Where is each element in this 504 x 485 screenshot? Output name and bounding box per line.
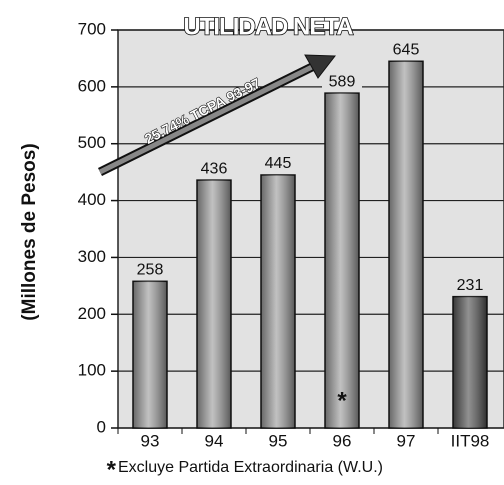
bar-shade [133, 281, 167, 428]
plot-area [117, 29, 504, 429]
bar-shade [325, 93, 359, 429]
x-tick-label: 97 [397, 431, 416, 450]
y-tick-label: 200 [78, 304, 106, 323]
y-tick-label: 100 [78, 361, 106, 380]
x-tick-label: 95 [269, 431, 288, 450]
x-tick-label: 94 [205, 431, 224, 450]
trend-arrow-inner [98, 61, 320, 175]
value-label-bg [130, 260, 170, 280]
value-label: 445 [265, 155, 292, 172]
bar-shade [389, 61, 423, 429]
value-label-bg [258, 153, 298, 173]
bar-shade [261, 174, 295, 428]
y-tick-label: 700 [78, 19, 106, 38]
value-label: 645 [393, 41, 420, 58]
y-tick-label: 0 [97, 417, 106, 436]
value-label: 231 [457, 277, 484, 294]
x-tick-label: IIT98 [451, 431, 490, 450]
x-tick-label: 93 [141, 431, 160, 450]
y-tick-label: 500 [78, 133, 106, 152]
y-tick-label: 600 [78, 76, 106, 95]
value-label-bg [322, 72, 362, 92]
value-label-bg [450, 275, 490, 295]
footnote: Excluye Partida Extraordinaria (W.U.) [118, 459, 383, 476]
bar-footnote-marker: * [337, 387, 347, 414]
value-label: 258 [137, 262, 164, 279]
footnote-marker: * [107, 456, 117, 483]
y-tick-label: 400 [78, 190, 106, 209]
value-label: 589 [329, 73, 356, 90]
value-label-bg [194, 159, 234, 179]
value-label-bg [386, 40, 426, 60]
value-label: 436 [201, 160, 228, 177]
arrow-head [304, 54, 336, 79]
y-tick-label: 300 [78, 247, 106, 266]
bar-shade [453, 296, 487, 428]
chart-title: UTILIDAD NETA [183, 13, 353, 40]
y-axis-label: (Millones de Pesos) [19, 143, 40, 320]
x-tick-label: 96 [333, 431, 352, 450]
bar-shade [197, 180, 231, 428]
